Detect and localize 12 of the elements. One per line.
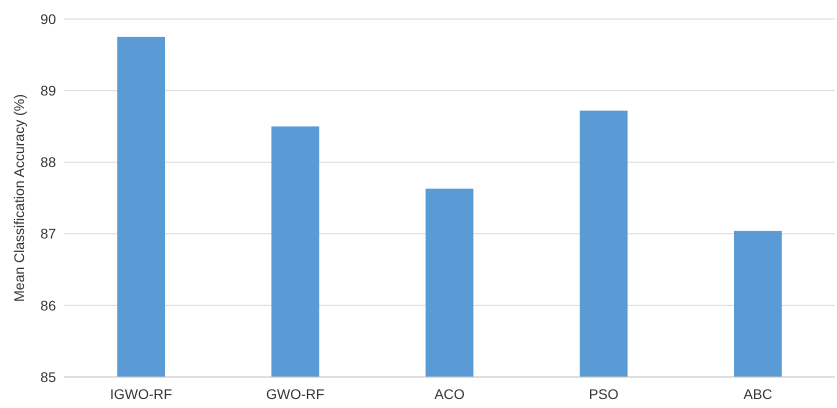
x-tick-label: GWO-RF <box>266 386 324 402</box>
x-tick-label: ACO <box>434 386 465 402</box>
x-tick-label: IGWO-RF <box>110 386 172 402</box>
y-tick-label: 87 <box>40 226 56 242</box>
y-tick-label: 90 <box>40 10 56 27</box>
y-tick-label: 85 <box>40 368 56 385</box>
y-tick-label: 86 <box>40 297 56 314</box>
y-axis-title: Mean Classification Accuracy (%) <box>11 94 27 302</box>
x-tick-label: ABC <box>744 386 772 402</box>
x-tick-label: PSO <box>588 386 619 402</box>
y-tick-label: 88 <box>40 154 56 170</box>
y-tick-label: 89 <box>40 82 56 98</box>
